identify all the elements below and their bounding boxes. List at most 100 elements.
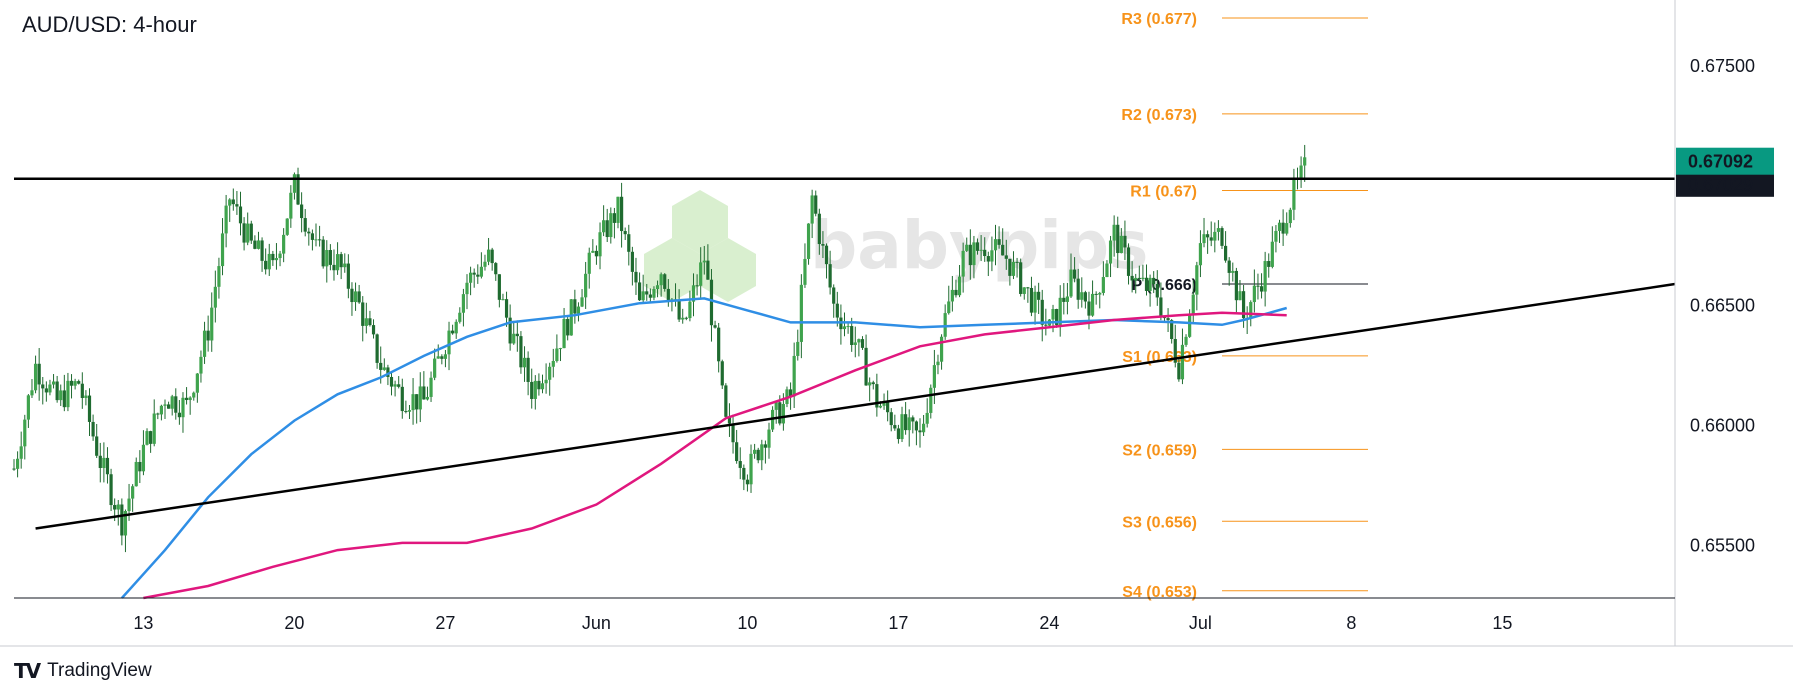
pivot-label-7: S4 (0.653) [1122, 584, 1197, 601]
candle-body-20 [84, 395, 88, 398]
candle-body-169 [619, 196, 624, 232]
candle-body-173 [634, 271, 638, 283]
candle-body-115 [425, 396, 430, 400]
candle-body-267 [972, 242, 976, 266]
candle-body-35 [138, 461, 142, 472]
candle-body-122 [451, 330, 455, 334]
candle-body-283 [1029, 287, 1034, 313]
candle-body-28 [113, 505, 117, 510]
candle-body-232 [846, 326, 850, 328]
candle-body-278 [1011, 261, 1016, 276]
candle-body-308 [1119, 235, 1123, 254]
x-tick-label-2: 27 [435, 613, 455, 633]
candle-body-104 [386, 367, 390, 377]
candle-body-328 [1191, 294, 1195, 315]
candle-body-117 [433, 358, 437, 378]
candle-body-242 [882, 401, 886, 406]
candle-body-178 [652, 289, 656, 298]
candle-body-238 [868, 382, 872, 386]
candle-body-53 [202, 330, 207, 357]
candle-body-240 [875, 384, 879, 408]
candle-body-93 [346, 263, 350, 289]
candle-body-134 [494, 263, 498, 275]
candle-body-210 [767, 429, 771, 448]
candle-body-141 [519, 336, 523, 368]
candle-body-200 [731, 423, 735, 443]
candle-body-176 [645, 291, 649, 295]
candle-body-145 [533, 380, 537, 399]
candle-body-52 [199, 356, 203, 374]
candle-body-27 [109, 474, 113, 506]
candle-body-102 [379, 362, 383, 370]
chart-title: AUD/USD: 4-hour [22, 12, 197, 37]
candle-body-60 [228, 199, 232, 206]
candle-body-345 [1252, 285, 1256, 303]
x-tick-label-0: 13 [133, 613, 153, 633]
y-tick-label-1: 0.66000 [1690, 415, 1755, 435]
x-tick-label-7: Jul [1189, 613, 1212, 633]
pivot-label-6: S3 (0.656) [1122, 514, 1197, 531]
candle-body-43 [166, 404, 171, 409]
candle-body-263 [957, 276, 962, 296]
candle-body-192 [702, 260, 706, 263]
candle-body-142 [522, 357, 527, 368]
candle-body-277 [1008, 258, 1012, 276]
candle-body-77 [289, 192, 293, 219]
candle-body-87 [325, 250, 329, 267]
candle-body-58 [220, 233, 225, 267]
candle-body-344 [1249, 302, 1253, 319]
candle-body-252 [918, 430, 922, 433]
candle-body-228 [832, 287, 836, 304]
candle-body-85 [317, 239, 322, 241]
candle-body-301 [1094, 293, 1098, 295]
candle-body-306 [1112, 224, 1116, 241]
candle-body-305 [1108, 240, 1113, 264]
candle-body-147 [540, 383, 545, 390]
candle-body-1 [15, 458, 20, 469]
candle-body-281 [1022, 287, 1026, 294]
candle-body-234 [853, 342, 857, 345]
pivot-label-4: S1 (0.663) [1122, 349, 1197, 366]
candle-body-338 [1227, 260, 1231, 273]
candle-body-49 [188, 397, 192, 401]
candle-body-205 [749, 453, 753, 485]
candle-body-91 [339, 254, 343, 268]
candle-body-227 [828, 264, 832, 288]
candle-body-119 [440, 356, 444, 359]
candle-body-79 [296, 174, 300, 205]
candle-body-8 [41, 384, 45, 389]
candle-body-5 [30, 390, 34, 396]
candle-body-3 [23, 419, 27, 447]
candle-body-349 [1267, 261, 1271, 267]
candle-body-226 [824, 245, 829, 265]
candle-body-149 [548, 366, 552, 380]
candle-body-97 [361, 302, 365, 326]
candle-body-340 [1234, 270, 1238, 301]
candle-body-289 [1051, 309, 1055, 320]
candle-body-23 [95, 436, 99, 456]
x-tick-label-4: 10 [737, 613, 757, 633]
candle-body-249 [907, 417, 911, 431]
candle-body-258 [939, 336, 944, 362]
candle-body-110 [407, 410, 412, 412]
candle-body-202 [738, 461, 742, 468]
candle-body-98 [364, 318, 368, 326]
candle-body-2 [19, 446, 23, 459]
candle-body-14 [62, 390, 66, 408]
candle-body-359 [1303, 157, 1307, 166]
candle-body-218 [796, 341, 800, 356]
candle-body-337 [1223, 245, 1228, 261]
candle-body-330 [1198, 243, 1203, 266]
candle-body-124 [458, 312, 462, 322]
candle-body-143 [526, 357, 530, 382]
candle-body-180 [659, 274, 663, 286]
candle-body-153 [562, 318, 566, 349]
candle-body-309 [1123, 235, 1127, 248]
candle-body-29 [116, 504, 120, 510]
candle-body-65 [246, 223, 250, 243]
candle-body-314 [1141, 277, 1145, 279]
candle-body-32 [127, 498, 131, 512]
candle-body-264 [961, 250, 965, 277]
candle-body-46 [177, 412, 181, 418]
